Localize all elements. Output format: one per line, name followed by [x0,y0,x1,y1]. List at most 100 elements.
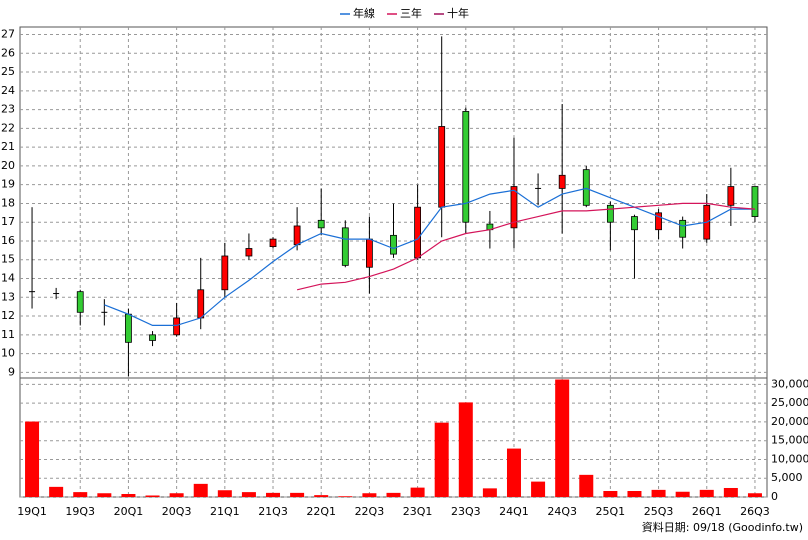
x-tick-label: 19Q3 [65,505,95,518]
volume-bar [49,486,64,497]
candle-body [438,126,446,208]
price-frame [19,26,768,379]
candle-body [655,212,662,231]
candle-body [125,313,132,343]
x-tick-label: 26Q1 [692,505,722,518]
volume-tick-label: 10,000 [771,452,808,465]
volume-bar [410,487,425,497]
candle-body [293,225,301,246]
volume-frame [19,377,768,498]
legend: 年線 三年 十年 [340,6,469,20]
volume-bar [314,495,329,497]
candle-body [606,204,614,223]
x-tick-label: 22Q1 [306,505,336,518]
candle-body [269,238,277,248]
y-tick-label: 25 [1,65,15,78]
y-tick-label: 22 [1,121,15,134]
x-tick-label: 24Q1 [499,505,529,518]
y-tick-label: 17 [1,215,15,228]
volume-tick-label: 20,000 [771,415,808,428]
y-tick-label: 20 [1,159,15,172]
volume-bar [73,492,88,497]
volume-bar [675,491,690,497]
volume-bar [531,481,546,497]
x-tick-label: 23Q1 [403,505,433,518]
candle-body [317,219,325,229]
volume-bar [434,422,449,497]
x-tick-label: 25Q3 [644,505,674,518]
volume-bar [97,493,112,497]
volume-bar [723,487,738,497]
y-tick-label: 13 [1,290,15,303]
candle-body [221,255,229,291]
y-tick-label: 12 [1,309,15,322]
volume-bar [699,489,714,497]
y-tick-label: 9 [8,365,15,378]
candle-body [414,206,421,259]
x-tick-label: 26Q3 [740,505,770,518]
candle-body [149,334,156,341]
x-tick-label: 24Q3 [547,505,577,518]
volume-tick-label: 5,000 [771,471,803,484]
candle-body [582,169,590,206]
volume-bar [506,448,521,497]
candle-body [197,289,205,319]
x-tick-label: 22Q3 [355,505,385,518]
volume-bar [603,490,618,497]
volume-tick-label: 30,000 [771,377,808,390]
candle-body [631,216,638,231]
x-tick-label: 21Q1 [210,505,240,518]
candle-body [245,248,253,257]
y-tick-label: 27 [1,28,15,41]
volume-tick-label: 15,000 [771,434,808,447]
x-tick-label: 23Q3 [451,505,481,518]
legend-label: 三年 [400,6,422,20]
volume-bar [482,488,497,497]
candle-body [751,186,759,217]
volume-bar [627,490,642,497]
volume-bar [145,495,160,497]
candle-body [173,317,181,336]
y-tick-label: 14 [1,272,15,285]
legend-label: 年線 [353,6,375,20]
y-tick-label: 26 [1,46,15,59]
candle-body [366,238,373,268]
y-tick-label: 15 [1,253,15,266]
volume-bar [579,474,594,497]
volume-bar [555,379,570,497]
legend-label: 十年 [447,6,469,20]
volume-bar [217,490,232,497]
x-tick-label: 25Q1 [596,505,626,518]
volume-bar [25,421,40,497]
candle-body [462,111,470,223]
volume-tick-label: 0 [771,490,778,503]
volume-bar [458,402,473,497]
volume-bar [362,493,377,497]
volume-bar [747,493,762,497]
volume-bar [290,492,305,497]
y-tick-label: 19 [1,178,15,191]
volume-bar [169,493,184,497]
y-tick-label: 10 [1,347,15,360]
y-tick-label: 23 [1,103,15,116]
y-tick-label: 11 [1,328,15,341]
y-tick-label: 24 [1,84,15,97]
candle-body [76,291,84,313]
y-tick-label: 18 [1,196,15,209]
candle-body [558,174,566,189]
y-tick-label: 21 [1,140,15,153]
volume-bar [241,492,256,497]
volume-bar [266,492,281,497]
x-tick-label: 19Q1 [17,505,47,518]
volume-bar [193,483,208,497]
candle-body [679,219,687,238]
candle-body [390,234,397,255]
x-tick-label: 20Q1 [114,505,144,518]
line-series [296,202,756,291]
volume-bar [338,496,353,497]
candle-body [510,186,518,229]
volume-bar [386,492,401,497]
x-tick-label: 20Q3 [162,505,192,518]
candle-body [727,186,735,206]
x-tick-label: 21Q3 [258,505,288,518]
